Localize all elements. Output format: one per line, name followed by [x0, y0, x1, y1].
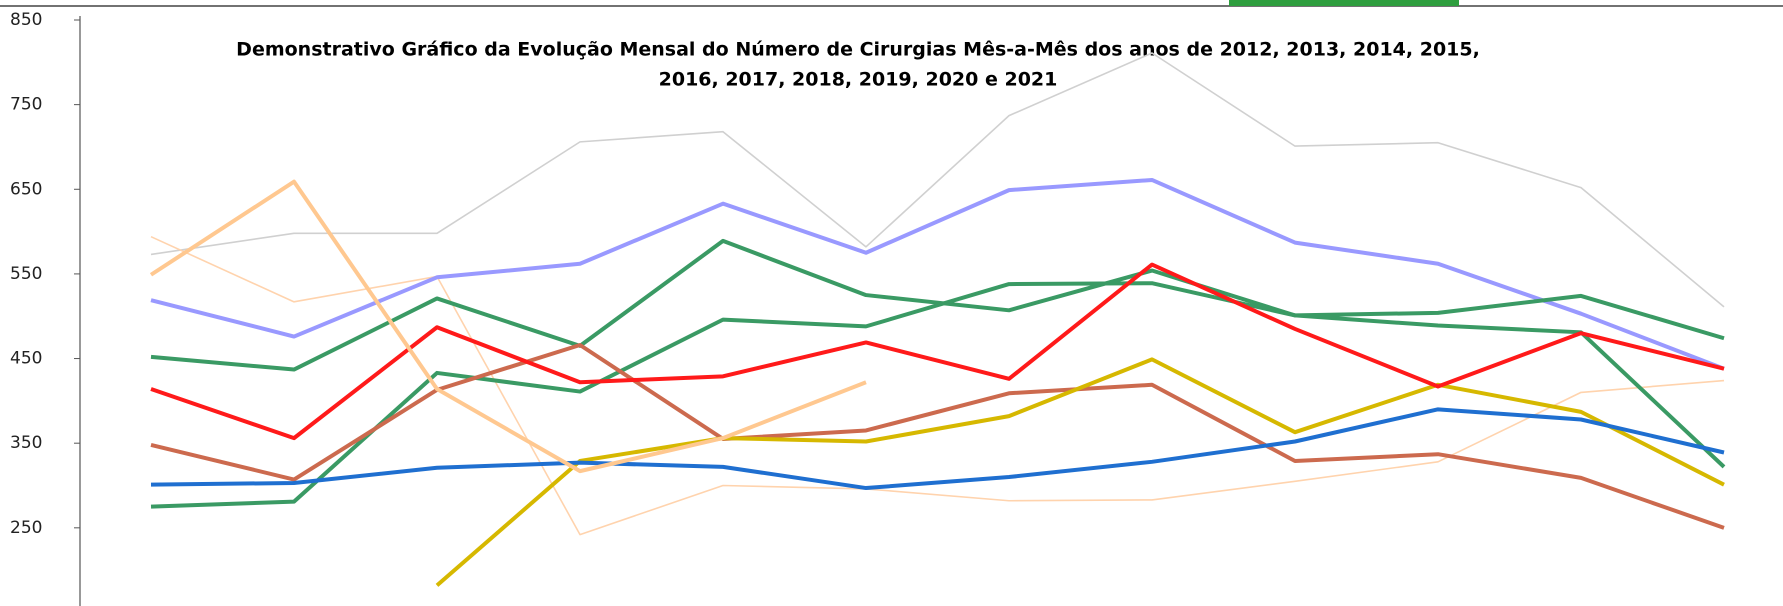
y-tick-label: 850: [10, 10, 42, 30]
header-block: [1229, 0, 1459, 6]
series-line: [150, 281, 1725, 509]
chart-title: Demonstrativo Gráfico da Evolução Mensal…: [236, 39, 1480, 61]
y-tick-label: 650: [10, 179, 42, 199]
series-line: [149, 179, 867, 474]
y-tick-label: 450: [10, 349, 42, 369]
y-tick-label: 350: [10, 433, 42, 453]
y-tick-label: 550: [10, 264, 42, 284]
series-line: [150, 238, 1726, 469]
series-line: [150, 52, 1725, 308]
series-line: [150, 407, 1725, 491]
series-line: [150, 177, 1725, 371]
series-line: [150, 262, 1725, 441]
series-line: [150, 343, 1725, 530]
y-tick-label: 250: [10, 518, 42, 538]
series-line: [150, 235, 1725, 536]
chart-title: 2016, 2017, 2018, 2019, 2020 e 2021: [659, 69, 1058, 91]
y-tick-label: 750: [10, 95, 42, 115]
series-line: [435, 357, 1725, 587]
